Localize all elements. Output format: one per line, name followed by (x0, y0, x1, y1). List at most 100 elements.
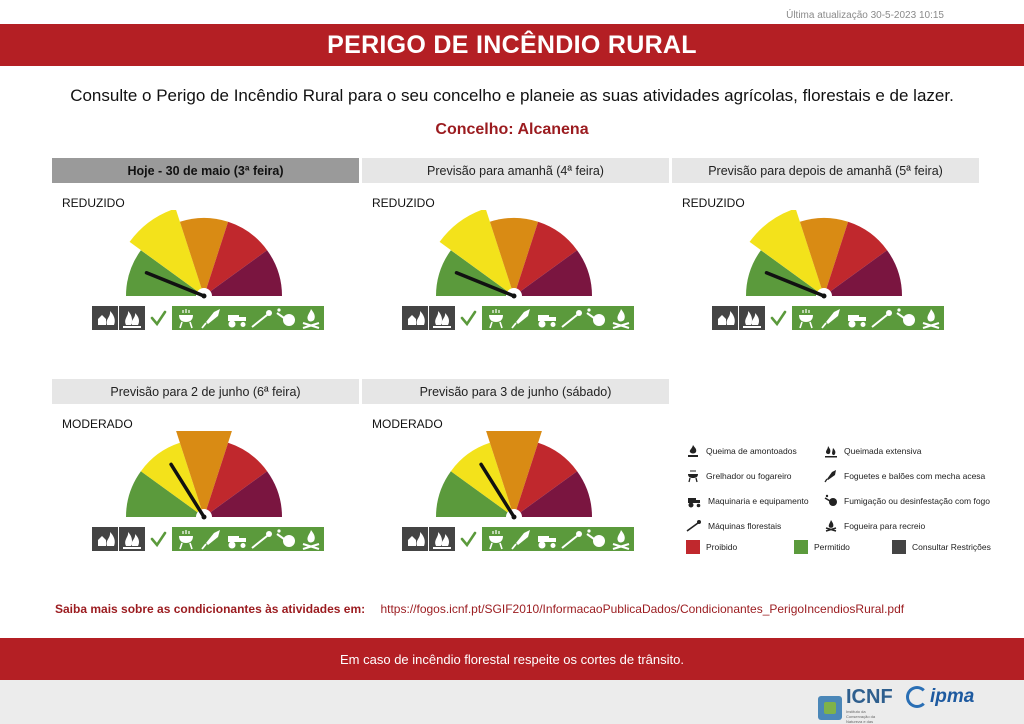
tractor-icon (538, 536, 556, 549)
rocket-icon (511, 309, 530, 329)
gauge-segment (514, 250, 592, 296)
gauge-segment (799, 217, 849, 296)
campfire-icon (612, 309, 630, 329)
permitted-block (482, 306, 634, 330)
gauge-needle (144, 271, 206, 298)
gauge-segment (436, 471, 514, 517)
legend-item: Foguetes e balões com mecha acesa (824, 469, 985, 483)
restricted-swatch (892, 540, 906, 554)
check-icon (150, 531, 167, 548)
ipma-logo[interactable]: ipma (906, 686, 974, 708)
legend-label: Proibido (706, 542, 738, 552)
panel-day-after: Previsão para depois de amanhã (5ª feira… (672, 158, 979, 330)
grill-icon (489, 309, 503, 329)
legend-item: Queima de amontoados (686, 444, 797, 458)
danger-level: REDUZIDO (682, 196, 745, 210)
danger-gauge (436, 210, 592, 304)
fumigation-icon (586, 308, 605, 326)
legend-label: Queimada extensiva (844, 446, 922, 456)
gauge-needle (764, 271, 826, 298)
danger-gauge (126, 210, 282, 304)
rocket-icon (201, 530, 220, 550)
intro-text: Consulte o Perigo de Incêndio Rural para… (70, 86, 954, 105)
rocket-icon (824, 470, 836, 483)
fumigation-icon (896, 308, 915, 326)
gauge-segment (514, 221, 578, 296)
more-info-label: Saiba mais sobre as condicionantes às at… (55, 602, 366, 616)
fumigation-icon (824, 494, 837, 506)
icnf-logo-subtitle: Instituto da Conservação da Natureza e d… (846, 709, 876, 724)
activities-strip (712, 306, 944, 330)
ipma-logo-text: ipma (930, 686, 975, 707)
permitted-block (172, 306, 324, 330)
title-banner: PERIGO DE INCÊNDIO RURAL (0, 24, 1024, 66)
fumigation-icon (276, 308, 295, 326)
restricted-activity-extensive-burning (739, 306, 765, 330)
permitted-block (482, 527, 634, 551)
activities-strip (402, 527, 634, 551)
icnf-logo-text: ICNF (846, 686, 893, 708)
danger-gauge (126, 431, 282, 525)
restricted-activity-extensive-burning (429, 306, 455, 330)
panel-header: Previsão para 3 de junho (sábado) (362, 379, 669, 404)
legend-label: Grelhador ou fogareiro (706, 471, 792, 481)
gauge-pivot (201, 293, 207, 299)
campfire-icon (825, 520, 837, 532)
legend: Queima de amontoados Queimada extensiva … (686, 440, 1006, 560)
legend-status-forbidden: Proibido (686, 540, 737, 554)
panel-header: Previsão para 2 de junho (6ª feira) (52, 379, 359, 404)
gauge-segment (129, 210, 204, 296)
legend-status-restricted: Consultar Restrições (892, 540, 991, 554)
gauge-segment (489, 217, 539, 296)
legend-label: Queima de amontoados (706, 446, 797, 456)
gauge-segment (824, 221, 888, 296)
danger-level: REDUZIDO (62, 196, 125, 210)
fumigation-icon (586, 529, 605, 547)
more-info-link[interactable]: https://fogos.icnf.pt/SGIF2010/Informaca… (380, 602, 905, 616)
gauge-segment (126, 471, 204, 517)
activities-strip (92, 527, 324, 551)
gauge-segment (176, 431, 232, 517)
concelho-title: Concelho: Alcanena (435, 121, 589, 138)
forest-machine-icon (561, 531, 582, 549)
restricted-activity-pile-burning (92, 527, 118, 551)
logos-bar: ICNF Instituto da Conservação da Naturez… (0, 680, 1024, 724)
legend-item: Grelhador ou fogareiro (686, 469, 792, 483)
tractor-icon (228, 536, 246, 549)
gauge-segment (204, 442, 268, 517)
more-info: Saiba mais sobre as condicionantes às at… (55, 602, 904, 616)
danger-level: MODERADO (62, 417, 133, 431)
ipma-swirl-icon (906, 686, 928, 708)
legend-item: Queimada extensiva (824, 444, 922, 458)
forest-machine-icon (686, 520, 701, 532)
gauge-segment (514, 471, 592, 517)
fumigation-icon (276, 529, 295, 547)
legend-label: Máquinas florestais (708, 521, 782, 531)
legend-status-permitted: Permitido (794, 540, 850, 554)
icnf-mark-icon (818, 695, 842, 720)
campfire-icon (612, 530, 630, 550)
legend-label: Fogueira para recreio (844, 521, 926, 531)
restricted-activity-pile-burning (92, 306, 118, 330)
gauge-segment (436, 250, 514, 296)
gauge-segment (439, 210, 514, 296)
campfire-icon (922, 309, 940, 329)
grill-icon (179, 309, 193, 329)
permitted-block (792, 306, 944, 330)
panel-today: Hoje - 30 de maio (3ª feira) REDUZIDO (52, 158, 359, 330)
danger-level: REDUZIDO (372, 196, 435, 210)
forest-machine-icon (251, 531, 272, 549)
gauge-pivot (201, 514, 207, 520)
panel-june-2: Previsão para 2 de junho (6ª feira) MODE… (52, 379, 359, 551)
permitted-swatch (794, 540, 808, 554)
page-title: PERIGO DE INCÊNDIO RURAL (327, 30, 697, 59)
gauge-segment (486, 431, 542, 517)
grill-icon (688, 470, 698, 483)
check-icon (150, 310, 167, 327)
icnf-logo[interactable]: ICNF Instituto da Conservação da Naturez… (818, 686, 893, 724)
rocket-icon (201, 309, 220, 329)
forest-machine-icon (871, 310, 892, 328)
activities-strip (402, 306, 634, 330)
forest-machine-icon (561, 310, 582, 328)
restricted-activity-extensive-burning (119, 306, 145, 330)
